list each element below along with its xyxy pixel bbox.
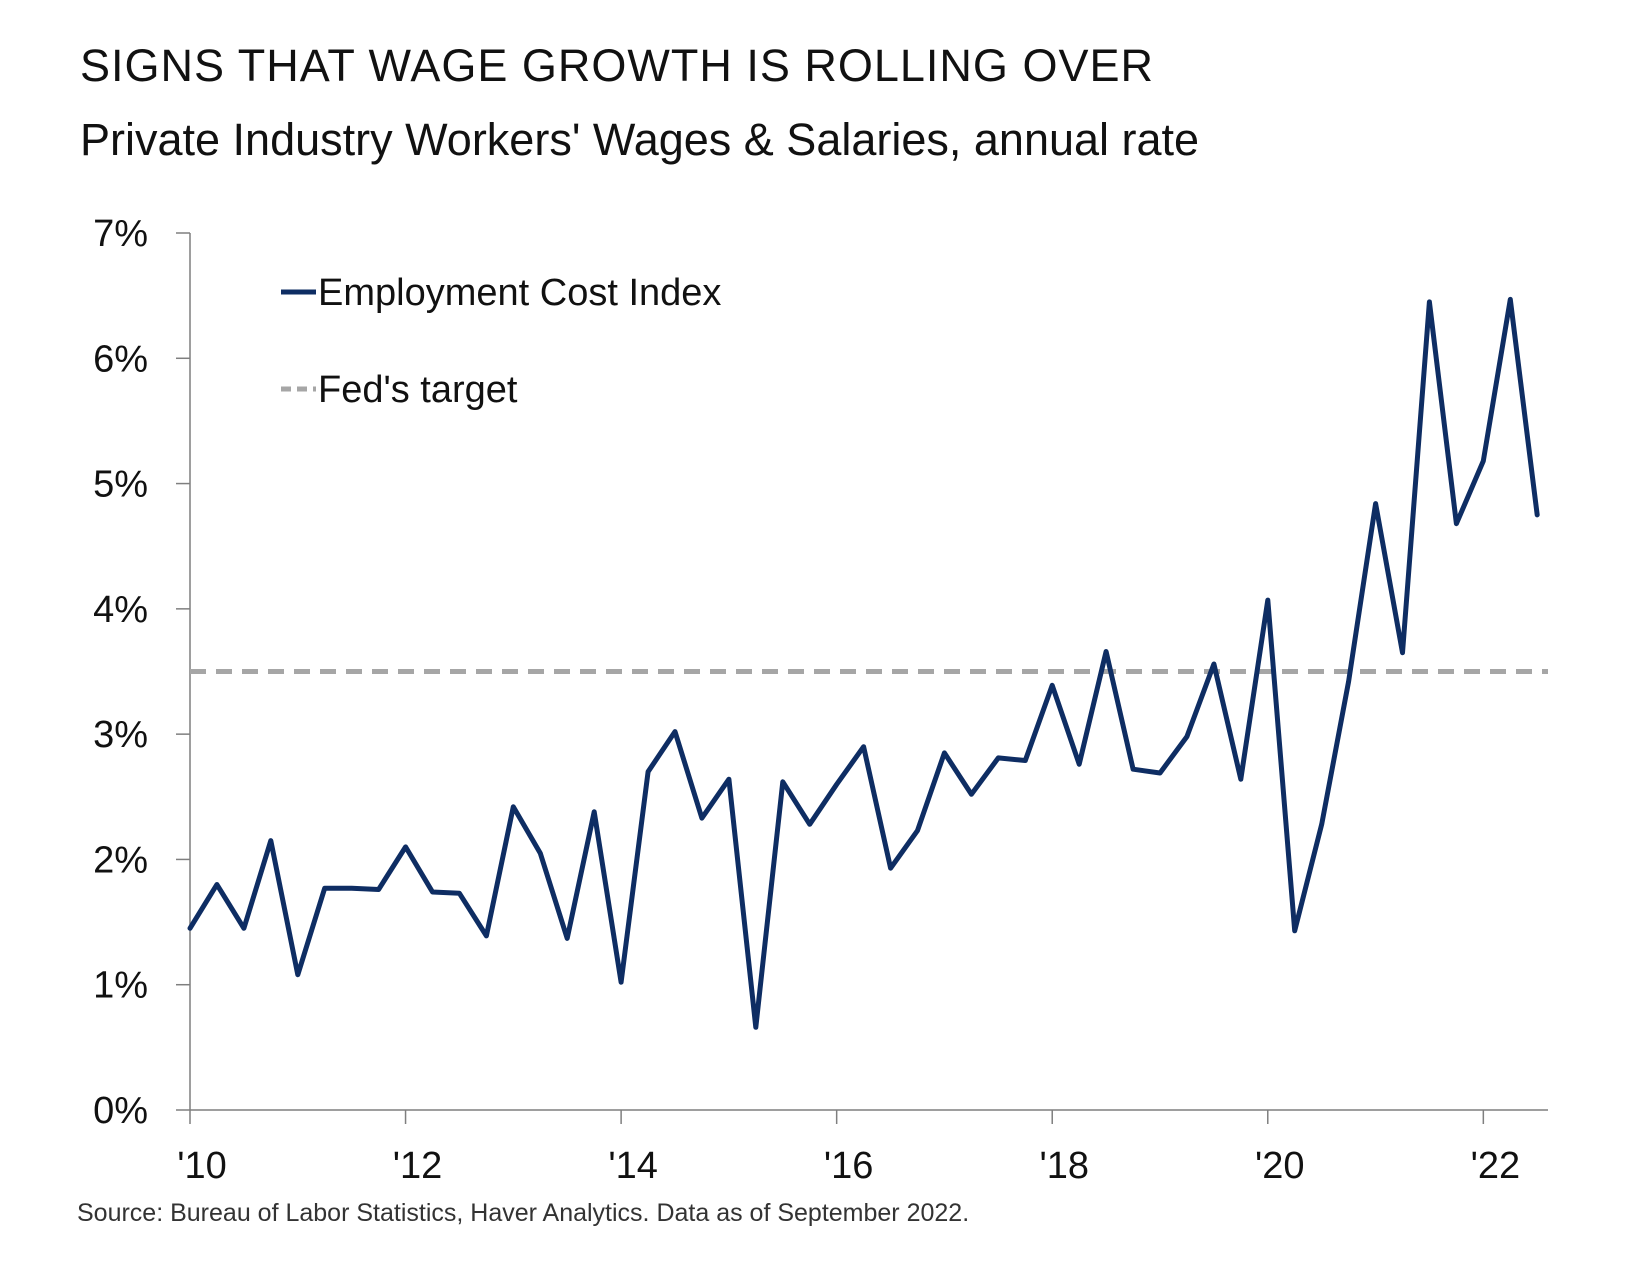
chart-subtitle: Private Industry Workers' Wages & Salari… [80,114,1200,165]
legend: Employment Cost Index Fed's target [281,272,721,411]
source-note: Source: Bureau of Labor Statistics, Have… [77,1199,970,1227]
y-tick-label: 7% [93,213,148,255]
y-tick-label: 4% [93,589,148,631]
x-tick-label: '18 [1039,1145,1089,1187]
x-tick-label: '10 [177,1145,227,1187]
series-layer [187,296,1548,1030]
y-tick-label: 0% [93,1090,148,1132]
chart-title: SIGNS THAT WAGE GROWTH IS ROLLING OVER [80,40,1154,91]
x-tick-label: '16 [824,1145,874,1187]
series-line-employment-cost-index [187,296,1540,1030]
legend-item-employment-cost-index: Employment Cost Index [281,272,721,314]
y-tick-label: 3% [93,714,148,756]
y-tick-label: 1% [93,965,148,1007]
y-axis-ticks: 0% 1% 2% 3% 4% 5% 6% 7% [93,213,190,1132]
y-tick-label: 5% [93,464,148,506]
x-tick-label: '20 [1255,1145,1305,1187]
y-tick-label: 2% [93,839,148,881]
y-tick-label: 6% [93,338,148,380]
x-axis-ticks: '10 '12 '14 '16 '18 '20 '22 [177,1110,1520,1187]
legend-label: Fed's target [318,369,518,411]
legend-item-fed-target: Fed's target [281,369,518,411]
x-tick-label: '22 [1471,1145,1521,1187]
legend-label: Employment Cost Index [318,272,721,314]
x-tick-label: '12 [393,1145,443,1187]
x-tick-label: '14 [608,1145,658,1187]
